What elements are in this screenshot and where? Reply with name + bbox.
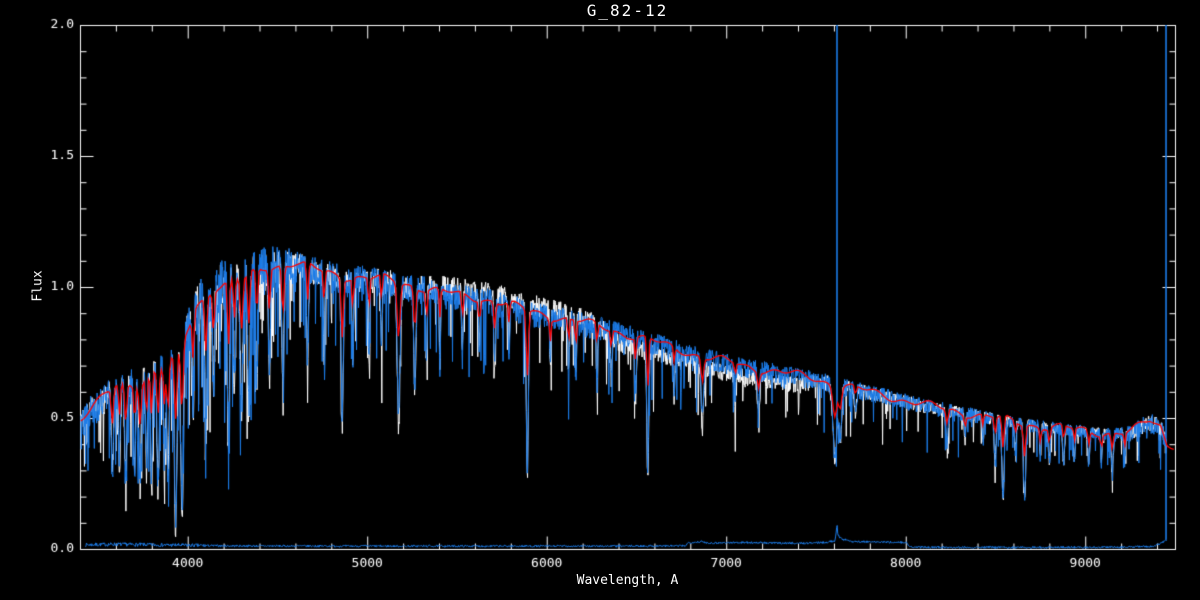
- chart-title: G_82-12: [586, 1, 669, 20]
- y-axis-label: Flux: [30, 270, 46, 302]
- x-axis-label: Wavelength, A: [576, 573, 679, 588]
